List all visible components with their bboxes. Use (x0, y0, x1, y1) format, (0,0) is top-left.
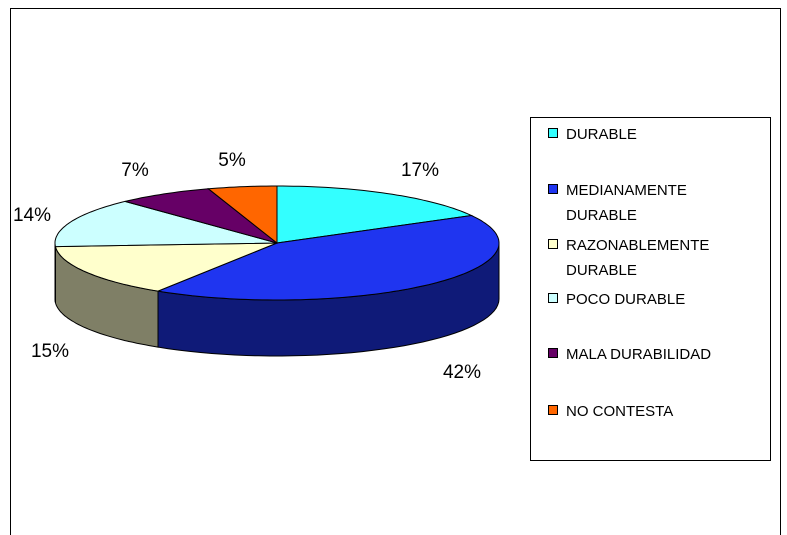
legend-swatch (548, 293, 558, 303)
legend-box (530, 117, 771, 461)
legend-label: MEDIANAMENTE DURABLE (566, 182, 687, 224)
legend-label: DURABLE (566, 126, 637, 143)
slice (207, 185, 278, 245)
data-label: 15% (31, 341, 69, 362)
legend-label: RAZONABLEMENTE DURABLE (566, 237, 710, 279)
slice (54, 200, 278, 248)
data-label: 7% (121, 160, 149, 181)
data-label: 17% (401, 160, 439, 181)
data-label: 42% (443, 362, 481, 383)
legend-label: MALA DURABILIDAD (566, 346, 712, 363)
data-label: 5% (218, 150, 246, 171)
data-label: 14% (13, 205, 51, 226)
legend-swatch (548, 405, 558, 415)
legend-label: NO CONTESTA (566, 403, 674, 420)
slice (276, 185, 474, 244)
slice (124, 188, 278, 244)
legend-swatch (548, 239, 558, 249)
legend-swatch (548, 348, 558, 358)
slice (156, 214, 500, 301)
slice (54, 242, 278, 292)
legend-swatch (548, 128, 558, 138)
legend-label: POCO DURABLE (566, 291, 686, 308)
legend-swatch (548, 184, 558, 194)
